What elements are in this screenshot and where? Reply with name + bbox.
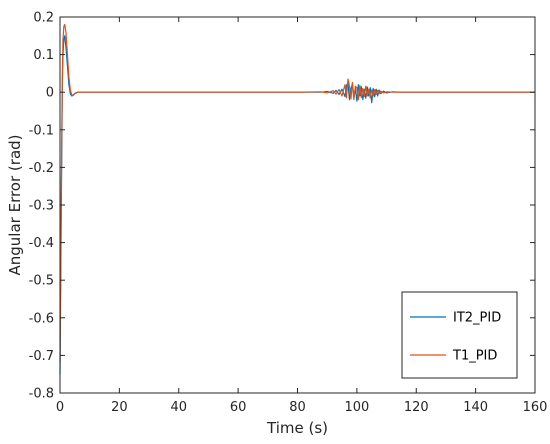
series-line-t1-pid [59,23,535,363]
x-tick-label: 160 [523,400,548,415]
y-tick-label: -0.3 [29,199,54,214]
x-tick-label: 120 [404,400,429,415]
x-tick-label: 20 [111,400,128,415]
x-tick-label: 140 [463,400,488,415]
x-tick-label: 60 [230,400,247,415]
x-tick-label: 40 [170,400,187,415]
x-tick-label: 80 [289,400,306,415]
y-tick-label: 0.1 [33,48,54,63]
y-tick-label: -0.1 [29,123,54,138]
x-axis-label: Time (s) [266,419,328,437]
legend-box [401,291,518,379]
legend-label-t1-pid: T1_PID [452,349,497,364]
series-layer [59,23,535,375]
y-tick-label: 0 [46,86,54,101]
y-tick-label: -0.2 [29,161,54,176]
y-tick-label: -0.5 [29,274,54,289]
x-tick-label: 100 [344,400,369,415]
y-tick-label: -0.8 [29,387,54,402]
legend-label-it2-pid: IT2_PID [453,311,501,326]
y-tick-label: -0.4 [29,236,54,251]
ticks-layer: 0 20 40 60 80 100 120 140 160 -0.8 -0.7 -0.6 -0.5 -0.… [29,11,548,416]
legend: IT2_PID T1_PID [401,291,518,379]
y-tick-label: 0.2 [33,11,54,26]
y-axis-label: Angular Error (rad) [6,134,24,275]
y-tick-label: -0.7 [29,349,54,364]
y-tick-label: -0.6 [29,311,54,326]
x-tick-label: 0 [56,400,64,415]
